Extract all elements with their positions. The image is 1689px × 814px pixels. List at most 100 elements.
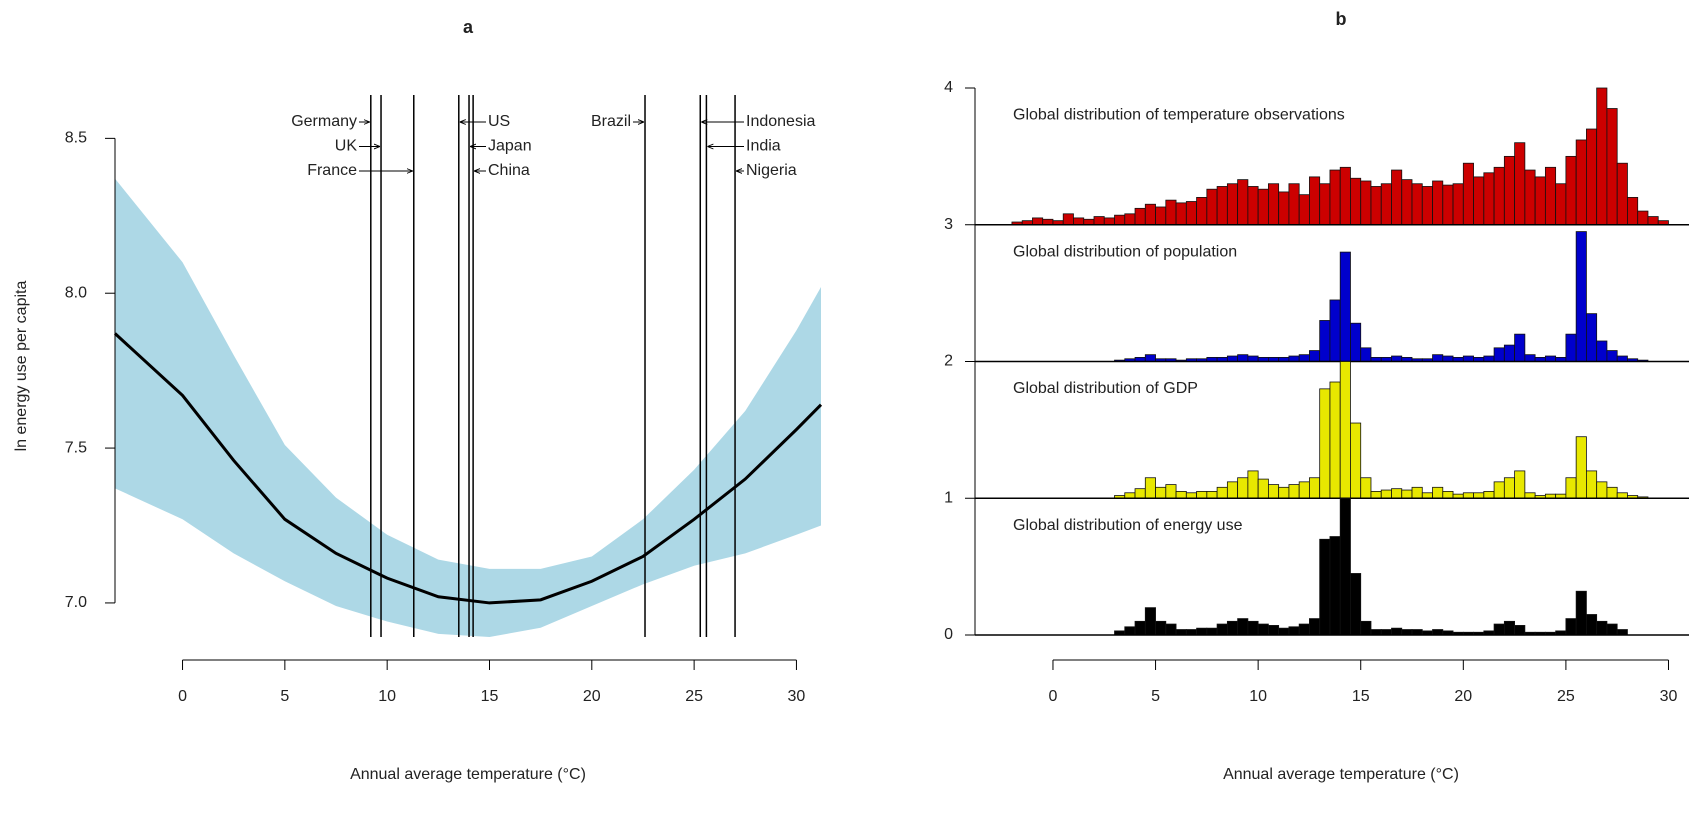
y-tick-label: 7.0 — [65, 594, 87, 611]
histogram-bar — [1124, 626, 1136, 636]
y-tick-label: 7.5 — [65, 439, 87, 456]
histogram-bar — [1370, 186, 1382, 226]
histogram-bar — [1155, 206, 1167, 226]
histogram-bar — [1124, 492, 1136, 499]
country-label: France — [307, 162, 357, 179]
histogram-bar — [1196, 196, 1208, 226]
histogram-bar — [1288, 355, 1300, 362]
histogram-bar — [1350, 422, 1362, 499]
histogram-bar — [1503, 155, 1516, 226]
histogram-bar — [1144, 477, 1156, 499]
histogram-bar — [1226, 183, 1239, 226]
histogram-bar — [1483, 491, 1495, 499]
series-label: Global distribution of GDP — [1013, 380, 1198, 397]
histogram-bar — [1062, 213, 1074, 226]
histogram-bar — [1462, 355, 1474, 362]
x-tick-label: 15 — [481, 688, 499, 705]
histogram-bar — [1596, 340, 1608, 362]
histogram-bar — [1483, 172, 1495, 226]
confidence-band — [115, 178, 821, 637]
histogram-bar — [1524, 354, 1536, 362]
histogram-bar — [1514, 142, 1526, 226]
histogram-bar — [1565, 618, 1577, 636]
histogram-bar — [1339, 166, 1351, 226]
country-label: India — [746, 138, 781, 155]
histogram-bar — [1565, 333, 1577, 362]
histogram-bar — [1391, 169, 1403, 226]
histogram-bar — [1124, 213, 1136, 226]
histogram-bar — [1329, 299, 1341, 362]
histogram-bar — [1462, 492, 1474, 499]
histogram-bar — [1309, 350, 1321, 362]
histogram-bar — [1185, 629, 1197, 636]
histogram-bar — [1226, 620, 1239, 636]
histogram-bar — [1288, 484, 1300, 499]
histogram-bar — [1226, 355, 1239, 362]
histogram-bar — [1462, 162, 1474, 226]
histogram-bar — [1586, 470, 1598, 499]
histogram-bar — [1257, 188, 1269, 226]
histogram-bar — [1185, 201, 1197, 226]
country-label: China — [488, 162, 530, 179]
histogram-bar — [1134, 207, 1146, 226]
x-tick-label: 0 — [1049, 688, 1058, 705]
histogram-bar — [1134, 620, 1146, 636]
chart-title: b — [1336, 9, 1347, 29]
histogram-bar — [1432, 486, 1444, 499]
x-axis-label: Annual average temperature (°C) — [350, 766, 586, 783]
histogram-bar — [1350, 177, 1362, 226]
histogram-bar — [1329, 536, 1341, 636]
histogram-bar — [1175, 202, 1187, 226]
histogram-bar — [1278, 191, 1290, 226]
histogram-bar — [1237, 477, 1249, 499]
country-label: UK — [335, 138, 358, 155]
histogram-bar — [1278, 627, 1290, 636]
histogram-bar — [1267, 625, 1280, 636]
histogram-bar — [1319, 320, 1331, 362]
x-tick-label: 20 — [1454, 688, 1472, 705]
histogram-bar — [1411, 486, 1423, 499]
histogram-bar — [1339, 361, 1351, 499]
histogram-bar — [1514, 625, 1526, 636]
histogram-bar — [1380, 629, 1392, 636]
histogram-bar — [1524, 492, 1536, 499]
histogram-bar — [1298, 354, 1310, 362]
histogram-bar — [1432, 180, 1444, 226]
histogram-bar — [1544, 166, 1557, 226]
x-tick-label: 10 — [1249, 688, 1267, 705]
x-tick-label: 5 — [1151, 688, 1160, 705]
histogram-bar — [1493, 166, 1505, 226]
histogram-bar — [1329, 169, 1341, 226]
x-tick-label: 20 — [583, 688, 601, 705]
histogram-bar — [1575, 590, 1587, 636]
histogram-bar — [1575, 139, 1587, 226]
histogram-bar — [1514, 333, 1526, 362]
histogram-bar — [1278, 486, 1290, 499]
histogram-bar — [1596, 481, 1608, 499]
histogram-bar — [1298, 623, 1310, 636]
histogram-bar — [1309, 618, 1321, 636]
histogram-bar — [1267, 484, 1280, 499]
histogram-bar — [1616, 492, 1628, 499]
histogram-bar — [1165, 199, 1177, 226]
histogram-bar — [1144, 354, 1156, 362]
histogram-bar — [1175, 629, 1187, 636]
histogram-bar — [1442, 184, 1454, 226]
fit-line — [113, 332, 823, 605]
country-label: Germany — [291, 113, 357, 130]
histogram-bar — [1237, 354, 1249, 362]
country-label: Nigeria — [746, 162, 797, 179]
histogram-bar — [1155, 620, 1167, 636]
histogram-bar — [1216, 186, 1228, 226]
histogram-bar — [1196, 491, 1208, 499]
histogram-bar — [1586, 313, 1598, 362]
histogram-bar — [1555, 183, 1567, 226]
chart-title: a — [463, 17, 474, 37]
histogram-bar — [1575, 436, 1587, 499]
histogram-bar — [1298, 481, 1310, 499]
series-label: Global distribution of energy use — [1013, 517, 1243, 534]
histogram-bar — [1493, 347, 1505, 362]
histogram-bar — [1616, 355, 1628, 362]
country-label: US — [488, 113, 510, 130]
